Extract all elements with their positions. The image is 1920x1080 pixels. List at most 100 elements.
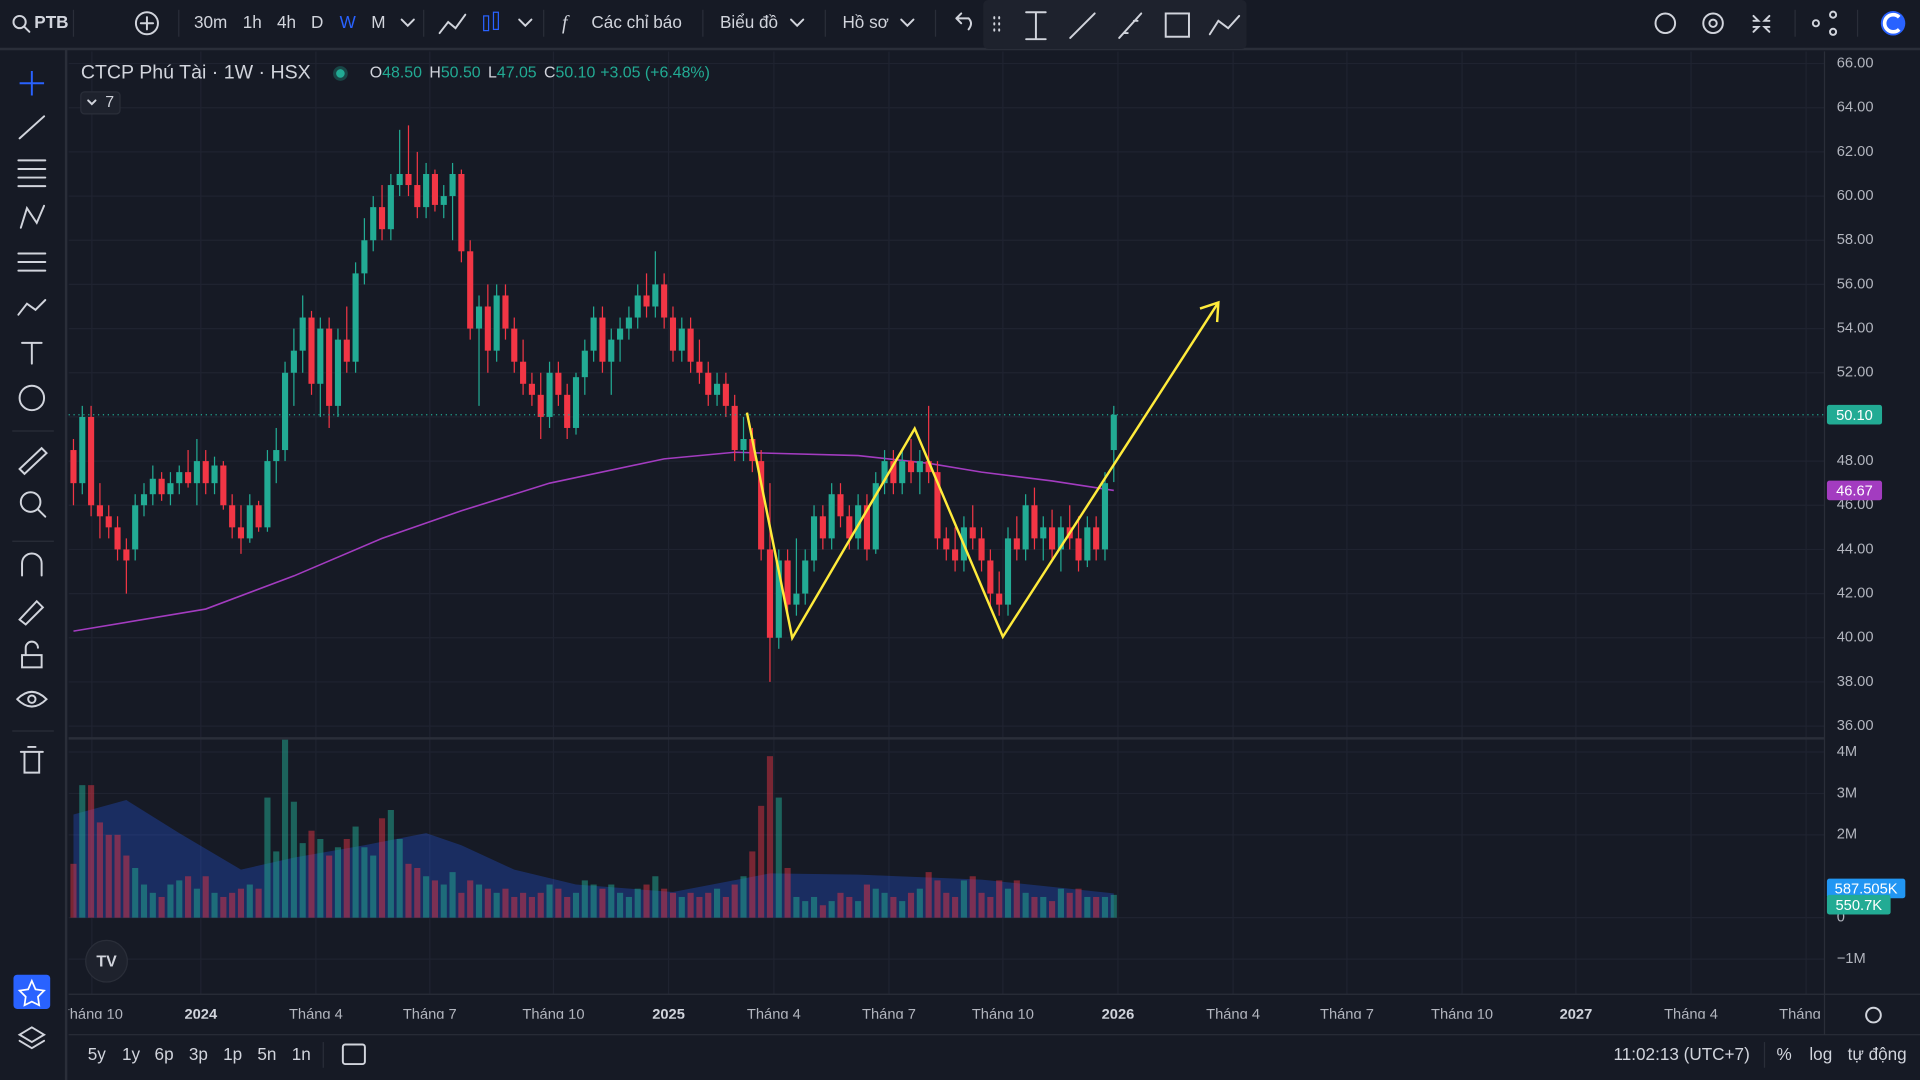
volume-bar: [925, 872, 932, 918]
candle-body: [581, 350, 588, 378]
candle-body: [890, 461, 897, 484]
range-button[interactable]: 5y: [88, 1044, 107, 1064]
candle-body: [987, 560, 994, 594]
volume-bar: [890, 896, 897, 918]
volume-ma-label-box: [1826, 878, 1906, 899]
candle-body: [952, 549, 959, 561]
candle-body: [334, 339, 342, 406]
volume-bar: [140, 884, 148, 918]
moving-average: [73, 451, 1114, 632]
volume-bar: [828, 901, 835, 918]
y-tick-label: 48.00: [1837, 453, 1874, 469]
tool-path[interactable]: [1208, 14, 1241, 36]
candle-body: [564, 394, 571, 428]
chart-menu[interactable]: Biểu đồ: [720, 12, 778, 32]
interval-button[interactable]: D: [311, 12, 323, 32]
volume-bar: [158, 896, 165, 918]
volume-bar: [105, 834, 112, 918]
interval-button[interactable]: M: [371, 12, 385, 32]
volume-bar: [264, 797, 271, 918]
candle-body: [996, 593, 1003, 605]
candle-body: [634, 295, 641, 318]
indicator-count[interactable]: 7: [105, 94, 114, 111]
last-price-label-box: [1826, 404, 1883, 425]
volume-bar: [334, 847, 342, 918]
candle-chart-icon[interactable]: [483, 11, 499, 32]
candle-body: [167, 483, 174, 495]
ohlc: O48.50 H50.50 L47.05 C50.10 +3.05 (+6.48%): [370, 65, 710, 82]
line-chart-icon[interactable]: [438, 13, 467, 35]
right-toolbar-icons: [1654, 9, 1906, 37]
candle-body: [449, 173, 456, 197]
candle-body: [819, 516, 826, 539]
range-button[interactable]: 5n: [257, 1044, 276, 1064]
top-toolbar: PTB f Các chỉ báo Biểu đồ Hồ sơ: [0, 0, 1920, 51]
range-button[interactable]: 6p: [155, 1044, 174, 1064]
tool-text-range[interactable]: [1025, 11, 1047, 41]
volume-bar: [1049, 901, 1056, 918]
volume-bar: [237, 888, 245, 918]
range-button[interactable]: 3p: [189, 1044, 208, 1064]
volume-bar: [220, 896, 227, 918]
volume-bar: [123, 855, 130, 918]
candle-body: [978, 538, 985, 561]
candle-body: [643, 295, 650, 307]
volume-bar: [343, 838, 350, 918]
candle-body: [934, 472, 941, 539]
profile-menu[interactable]: Hồ sơ: [842, 12, 888, 32]
chart-pane: Tháng 10 2024 Tháng 4 Tháng 7 Tháng 10 2025 Th…: [68, 51, 1825, 1023]
candle-body: [661, 284, 668, 318]
interval-button[interactable]: 4h: [277, 12, 296, 32]
candle-body: [943, 538, 950, 550]
candle-body: [123, 549, 130, 561]
tool-ray[interactable]: [1118, 12, 1143, 39]
range-button[interactable]: 1p: [223, 1044, 242, 1064]
volume-bar: [361, 847, 368, 918]
candle-body: [290, 350, 297, 373]
range-button[interactable]: 1n: [292, 1044, 311, 1064]
go-to-date[interactable]: [341, 1043, 366, 1066]
percent-toggle[interactable]: %: [1776, 1044, 1791, 1064]
interval-button[interactable]: 1h: [243, 12, 262, 32]
candle-body: [511, 328, 518, 362]
axis-settings[interactable]: [1865, 1006, 1882, 1024]
candle-body: [555, 372, 562, 395]
volume-bar: [802, 901, 809, 918]
candle-body: [282, 372, 289, 451]
ohlc-value: 50.50: [441, 65, 481, 82]
log-toggle[interactable]: log: [1809, 1044, 1832, 1064]
tool-rectangle[interactable]: [1164, 12, 1190, 38]
ohlc-key: L: [488, 65, 497, 82]
indicators-button[interactable]: Các chỉ báo: [591, 12, 681, 32]
auto-toggle[interactable]: tự động: [1848, 1044, 1907, 1064]
tool-trendline[interactable]: [1069, 12, 1096, 39]
x-tick-label: Tháng 10: [1431, 1007, 1493, 1023]
volume-bar: [114, 834, 121, 918]
undo[interactable]: [955, 12, 972, 31]
volume-bar: [863, 884, 870, 918]
volume-bar: [149, 892, 156, 918]
interval-button[interactable]: W: [340, 12, 357, 32]
candle-body: [202, 461, 209, 484]
volume-bar: [599, 888, 606, 918]
volume-bar: [299, 843, 306, 918]
candle-body: [907, 461, 915, 473]
volume-bar: [229, 892, 236, 918]
ohlc-value: 50.10: [556, 65, 596, 82]
candle-body: [810, 516, 818, 561]
y-tick-label: 36.00: [1837, 718, 1874, 734]
candle-body: [608, 339, 615, 362]
symbol[interactable]: PTB: [34, 12, 68, 32]
candle-body: [784, 560, 791, 605]
volume-bar: [1031, 896, 1038, 918]
volume-bar: [273, 851, 280, 918]
candle-body: [1040, 527, 1047, 539]
pattern-drawing[interactable]: [745, 301, 1220, 642]
candle-body: [625, 317, 632, 329]
volume-bar: [326, 855, 333, 918]
volume-bar: [167, 884, 174, 918]
volume-bar: [731, 884, 738, 918]
range-button[interactable]: 1y: [122, 1044, 141, 1064]
interval-button[interactable]: 30m: [194, 12, 227, 32]
x-tick-label: Tháng 4: [1664, 1007, 1718, 1023]
